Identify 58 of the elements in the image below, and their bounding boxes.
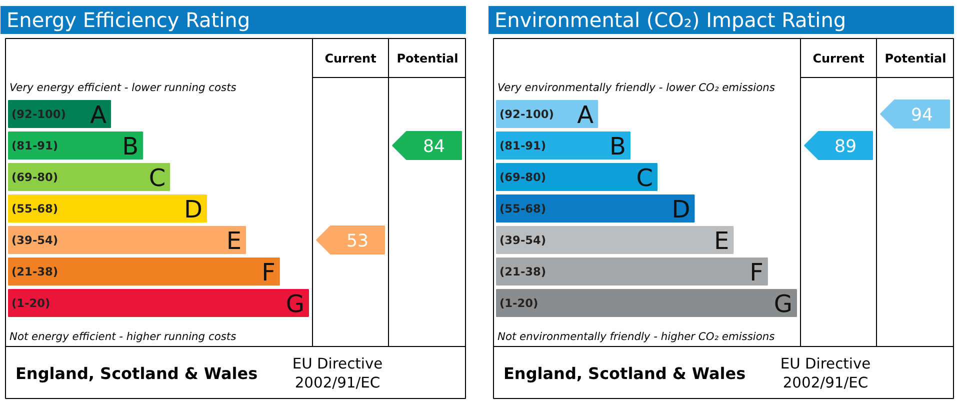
annotation: (1-20) (500, 296, 538, 310)
y-tick-label: A (577, 101, 594, 129)
annotation: (39-54) (500, 233, 546, 247)
bar (496, 289, 797, 317)
y-tick-label: B (122, 132, 139, 160)
y-tick-label: A (90, 101, 108, 129)
annotation: (21-38) (500, 264, 546, 278)
text: Current (324, 52, 377, 66)
y-tick-label: E (714, 227, 730, 255)
text: Current (812, 52, 865, 66)
text: Potential (884, 52, 946, 66)
annotation: (39-54) (12, 233, 58, 247)
annotation: (81-91) (500, 138, 546, 152)
annotation: (55-68) (500, 202, 546, 216)
y-tick-label: F (262, 258, 276, 286)
bar (8, 194, 207, 222)
chart-title: Energy Efficiency Rating (6, 8, 250, 32)
chart-title: Environmental (CO₂) Impact Rating (494, 8, 846, 32)
text: 53 (346, 232, 369, 252)
bar (496, 194, 695, 222)
text: Very environmentally friendly - lower CO₂ emissions (498, 81, 776, 94)
y-tick-label: B (610, 132, 626, 160)
annotation: (21-38) (12, 264, 58, 278)
bar (496, 258, 768, 286)
bar (8, 132, 144, 160)
text: Very energy efficient - lower running costs (10, 81, 237, 94)
text: England, Scotland & Wales (16, 364, 258, 383)
y-tick-label: C (148, 164, 166, 192)
annotation: (81-91) (12, 138, 58, 152)
bar (8, 258, 280, 286)
bar (496, 226, 734, 254)
text: England, Scotland & Wales (504, 364, 746, 383)
bar (496, 163, 658, 191)
y-tick-label: G (286, 290, 305, 318)
text: 84 (422, 137, 446, 157)
y-tick-label: G (774, 290, 793, 318)
bar (496, 132, 630, 160)
text: 89 (834, 137, 857, 157)
bar (8, 289, 309, 317)
bar (8, 226, 246, 254)
text: Not environmentally friendly - higher CO₂ emissions (498, 330, 776, 343)
y-tick-label: E (226, 227, 242, 255)
annotation: (92-100) (500, 107, 554, 121)
text: Not energy efficient - higher running costs (10, 330, 237, 343)
text: 94 (910, 106, 934, 126)
annotation: (1-20) (12, 296, 50, 310)
bar (8, 163, 170, 191)
text: Potential (396, 52, 458, 66)
text: EU Directive 2002/91/EC (780, 356, 871, 392)
y-tick-label: D (672, 196, 690, 224)
y-tick-label: F (750, 258, 764, 286)
annotation: (55-68) (12, 202, 58, 216)
y-tick-label: C (636, 164, 654, 192)
y-tick-label: D (184, 196, 203, 224)
annotation: (92-100) (12, 107, 66, 121)
annotation: (69-80) (12, 170, 58, 184)
annotation: (69-80) (500, 170, 546, 184)
text: EU Directive 2002/91/EC (292, 356, 383, 392)
